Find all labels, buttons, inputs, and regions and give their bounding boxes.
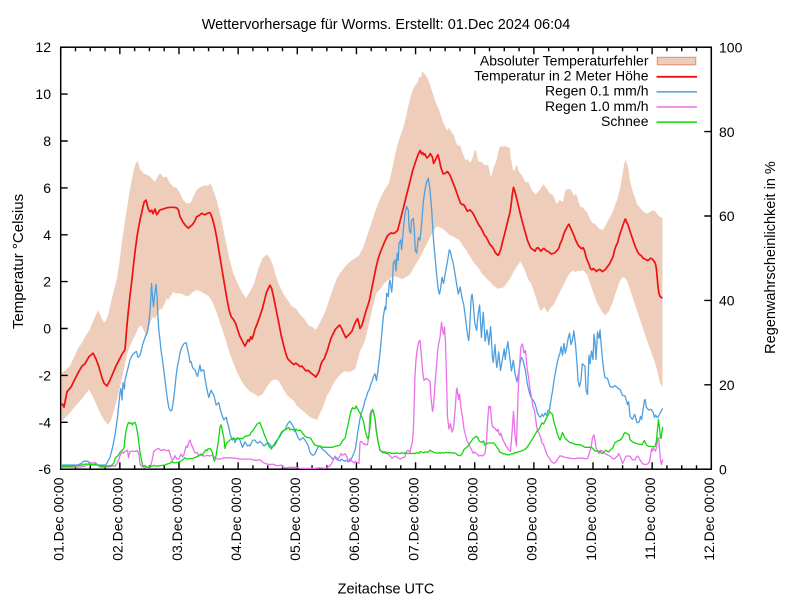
svg-text:100: 100 bbox=[719, 39, 743, 55]
svg-text:60: 60 bbox=[719, 208, 735, 224]
svg-text:09.Dec 00:00: 09.Dec 00:00 bbox=[524, 477, 540, 560]
svg-text:12: 12 bbox=[35, 39, 51, 55]
svg-text:01.Dec 00:00: 01.Dec 00:00 bbox=[51, 477, 67, 560]
svg-text:04.Dec 00:00: 04.Dec 00:00 bbox=[228, 477, 244, 560]
svg-text:05.Dec 00:00: 05.Dec 00:00 bbox=[287, 477, 303, 560]
svg-text:20: 20 bbox=[719, 377, 735, 393]
svg-text:40: 40 bbox=[719, 293, 735, 309]
svg-text:Temperatur °Celsius: Temperatur °Celsius bbox=[10, 194, 27, 329]
svg-text:08.Dec 00:00: 08.Dec 00:00 bbox=[465, 477, 481, 560]
svg-text:07.Dec 00:00: 07.Dec 00:00 bbox=[405, 477, 421, 560]
svg-text:03.Dec 00:00: 03.Dec 00:00 bbox=[169, 477, 185, 560]
svg-text:8: 8 bbox=[43, 133, 51, 149]
svg-text:02.Dec 00:00: 02.Dec 00:00 bbox=[110, 477, 126, 560]
svg-text:-2: -2 bbox=[39, 367, 52, 383]
svg-text:4: 4 bbox=[43, 227, 51, 243]
svg-text:Absoluter Temperaturfehler: Absoluter Temperaturfehler bbox=[480, 53, 649, 69]
svg-text:10: 10 bbox=[35, 86, 51, 102]
svg-text:80: 80 bbox=[719, 124, 735, 140]
svg-text:Wettervorhersage für Worms. Er: Wettervorhersage für Worms. Erstellt: 01… bbox=[202, 17, 571, 33]
svg-text:0: 0 bbox=[719, 461, 727, 477]
svg-text:Regen 0.1 mm/h: Regen 0.1 mm/h bbox=[545, 83, 649, 99]
svg-text:06.Dec 00:00: 06.Dec 00:00 bbox=[346, 477, 362, 560]
svg-text:Schnee: Schnee bbox=[601, 113, 649, 129]
svg-text:Temperatur in 2 Meter Höhe: Temperatur in 2 Meter Höhe bbox=[474, 68, 649, 84]
svg-text:-4: -4 bbox=[39, 414, 52, 430]
svg-text:11.Dec 00:00: 11.Dec 00:00 bbox=[642, 477, 658, 559]
svg-text:12.Dec 00:00: 12.Dec 00:00 bbox=[701, 477, 717, 560]
svg-text:Zeitachse UTC: Zeitachse UTC bbox=[338, 582, 435, 598]
svg-text:0: 0 bbox=[43, 321, 51, 337]
svg-text:-6: -6 bbox=[39, 461, 52, 477]
svg-text:6: 6 bbox=[43, 180, 51, 196]
svg-text:2: 2 bbox=[43, 274, 51, 290]
svg-text:Regen 1.0 mm/h: Regen 1.0 mm/h bbox=[545, 98, 649, 114]
svg-text:10.Dec 00:00: 10.Dec 00:00 bbox=[583, 477, 599, 560]
svg-text:Regenwahrscheinlichkeit in %: Regenwahrscheinlichkeit in % bbox=[763, 161, 779, 354]
